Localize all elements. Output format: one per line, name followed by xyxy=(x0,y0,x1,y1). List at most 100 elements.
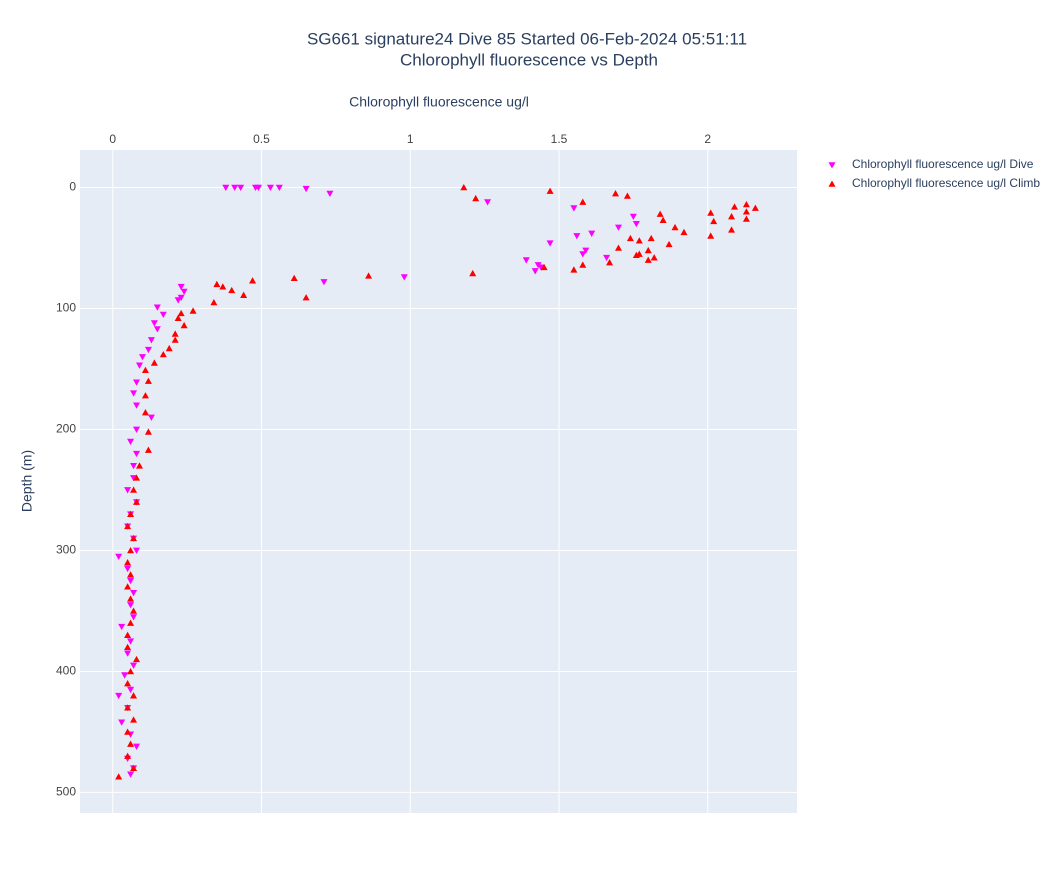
data-point xyxy=(115,553,123,561)
data-point xyxy=(127,571,135,578)
data-point xyxy=(731,203,739,210)
data-point xyxy=(707,209,715,216)
data-point xyxy=(210,298,218,306)
data-point xyxy=(124,583,132,590)
data-point xyxy=(222,184,230,192)
data-point xyxy=(133,379,141,386)
data-point xyxy=(623,192,631,199)
legend-label: Chlorophyll fluorescence ug/l Dive xyxy=(852,157,1034,171)
y-tick-label: 300 xyxy=(56,543,76,557)
data-point xyxy=(141,392,149,399)
data-point xyxy=(118,719,126,726)
data-point xyxy=(546,187,554,194)
data-point xyxy=(133,655,141,663)
data-point xyxy=(582,247,590,254)
data-point xyxy=(171,330,179,337)
data-point xyxy=(124,643,132,651)
legend-marker xyxy=(828,180,836,187)
data-point xyxy=(275,184,283,192)
y-tick-label: 500 xyxy=(56,785,76,799)
y-tick-label: 200 xyxy=(56,422,76,436)
x-axis-title: Chlorophyll fluorescence ug/l xyxy=(349,94,529,110)
data-point xyxy=(606,259,614,266)
data-point xyxy=(710,217,718,225)
data-point xyxy=(659,216,667,223)
data-point xyxy=(742,208,750,215)
data-point xyxy=(144,377,152,384)
data-point xyxy=(165,344,173,352)
data-point xyxy=(130,534,138,542)
data-point xyxy=(469,269,477,277)
data-point xyxy=(150,320,158,327)
data-point xyxy=(127,667,135,675)
data-point xyxy=(136,462,144,469)
data-point xyxy=(290,274,298,282)
data-point xyxy=(219,283,227,290)
data-point xyxy=(124,752,132,759)
data-point xyxy=(159,350,167,358)
data-point xyxy=(133,426,141,433)
data-point xyxy=(127,638,135,645)
x-tick-label: 0 xyxy=(109,132,116,146)
data-point xyxy=(141,409,149,416)
data-point xyxy=(130,590,138,597)
data-point xyxy=(124,487,132,494)
data-point xyxy=(728,213,736,220)
data-point xyxy=(573,233,581,240)
data-point xyxy=(680,228,688,236)
data-point xyxy=(626,234,634,242)
data-point xyxy=(255,184,263,192)
data-point xyxy=(644,246,652,254)
y-tick-label: 0 xyxy=(69,180,76,194)
data-point xyxy=(133,402,141,409)
data-point xyxy=(707,232,715,239)
data-point xyxy=(635,237,643,244)
data-point xyxy=(127,595,135,602)
data-point xyxy=(124,565,132,573)
data-point xyxy=(127,510,135,517)
y-tick-label: 100 xyxy=(56,301,76,315)
data-point xyxy=(522,257,530,264)
x-tick-label: 1 xyxy=(407,132,414,146)
data-point xyxy=(320,279,328,286)
data-point xyxy=(249,277,257,284)
data-point xyxy=(159,311,167,319)
data-point xyxy=(665,240,673,248)
data-point xyxy=(127,771,135,778)
data-point xyxy=(632,221,640,228)
grid xyxy=(80,150,797,813)
data-point xyxy=(144,428,152,435)
data-point xyxy=(124,728,132,735)
data-point xyxy=(231,184,239,192)
data-point xyxy=(127,740,135,747)
data-point xyxy=(531,268,539,275)
data-point xyxy=(127,577,135,585)
data-point xyxy=(130,764,138,772)
data-point xyxy=(302,294,310,301)
data-point xyxy=(130,390,138,397)
data-point xyxy=(115,692,123,700)
data-point xyxy=(588,230,596,237)
data-point xyxy=(130,614,138,621)
data-point xyxy=(237,184,245,192)
data-point xyxy=(124,559,132,566)
data-point xyxy=(400,274,408,281)
data-point xyxy=(213,280,221,288)
data-point xyxy=(742,200,750,208)
data-point xyxy=(614,244,622,251)
data-point xyxy=(546,240,554,247)
data-point xyxy=(180,321,188,329)
x-tick-label: 0.5 xyxy=(253,132,270,146)
data-point xyxy=(144,346,152,354)
data-point xyxy=(570,266,578,273)
data-point xyxy=(614,224,622,231)
data-point xyxy=(171,336,179,343)
data-point xyxy=(266,184,274,192)
data-point xyxy=(472,194,480,202)
data-point xyxy=(133,450,141,458)
data-point xyxy=(180,288,188,296)
data-point xyxy=(153,326,161,333)
data-point xyxy=(133,498,141,505)
data-point xyxy=(130,662,138,669)
